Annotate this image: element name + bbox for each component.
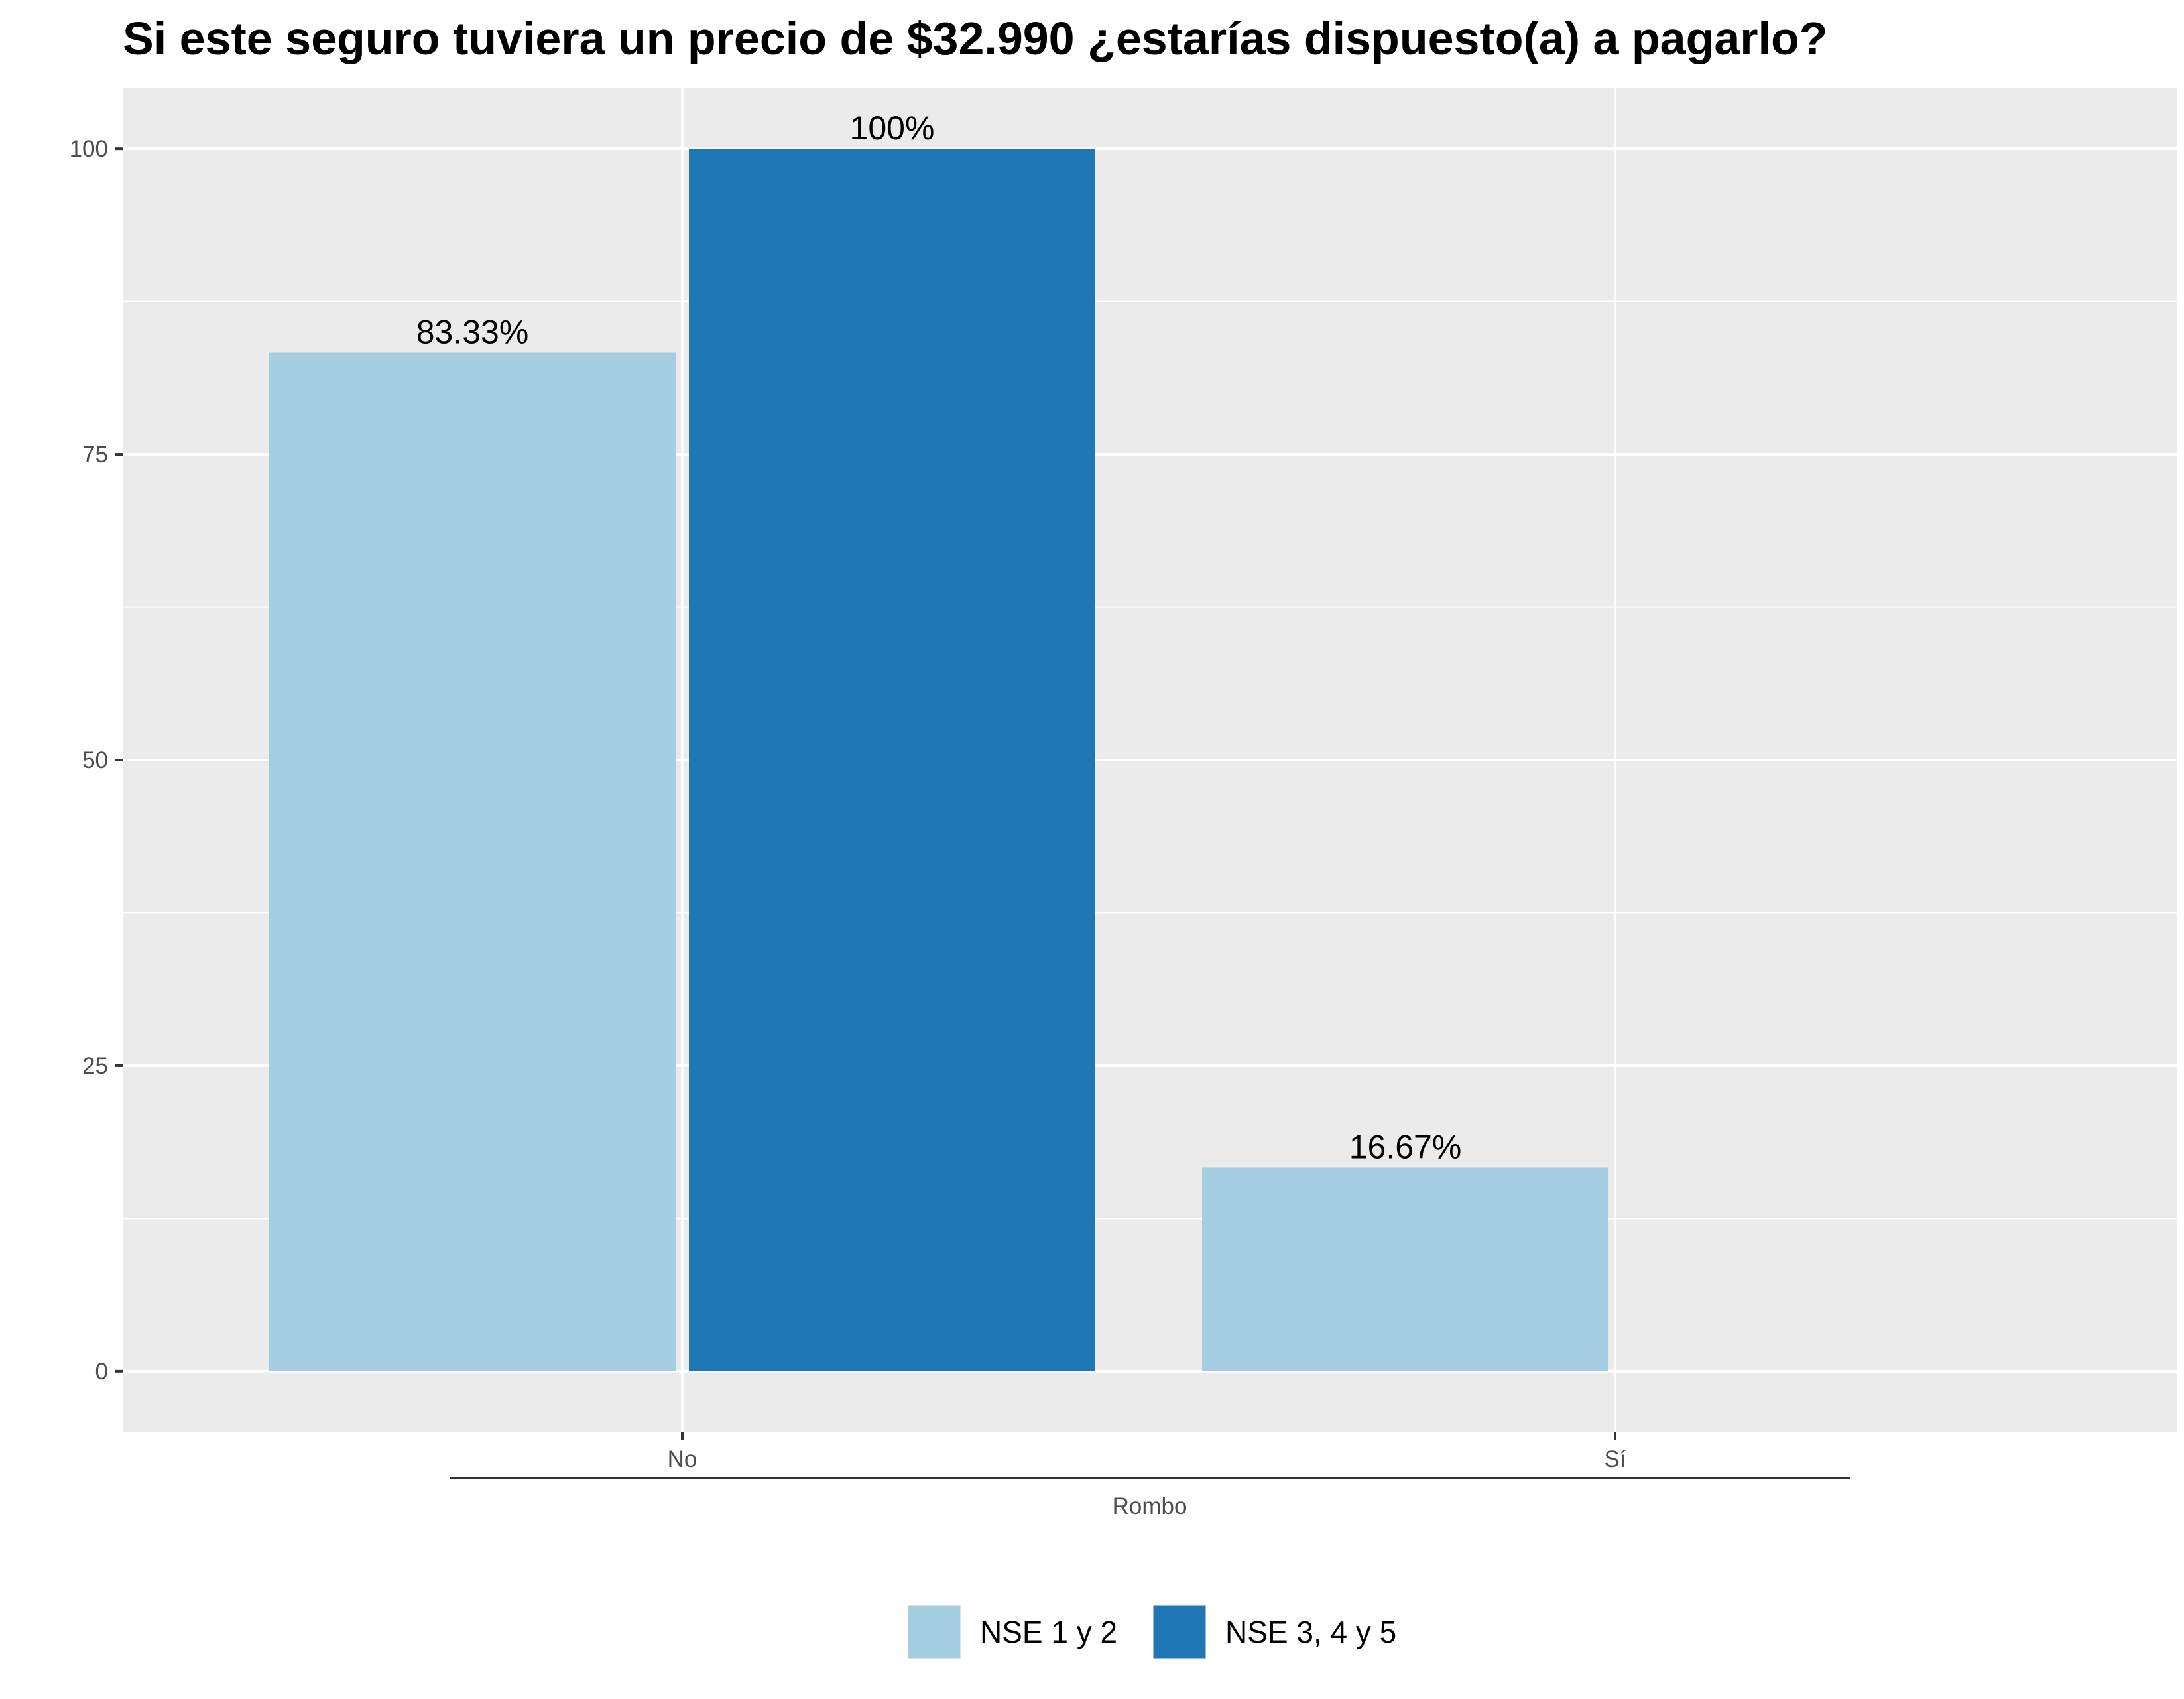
x-axis: No Sí [668,1432,1626,1472]
legend-key [906,1604,963,1661]
data-label: 100% [850,109,935,147]
data-label: 83.33% [416,314,529,351]
x-tick-label: Sí [1604,1446,1626,1472]
legend-key [1151,1604,1208,1661]
data-labels: 83.33% 16.67% 100% [416,109,1462,1165]
bar-no-series-2 [689,149,1095,1371]
y-axis: 0 25 50 75 100 [70,136,123,1385]
group-label: Rombo [1113,1493,1187,1519]
legend: NSE 1 y 2 NSE 3, 4 y 5 [906,1604,1396,1661]
y-tick-label: 75 [82,442,108,468]
x-tick-label: No [668,1446,698,1472]
bars [269,149,1608,1371]
legend-label: NSE 1 y 2 [980,1615,1117,1649]
legend-label: NSE 3, 4 y 5 [1225,1615,1396,1649]
y-tick-label: 25 [82,1053,108,1079]
data-label: 16.67% [1349,1128,1462,1165]
y-tick-label: 100 [70,136,108,162]
chart-title: Si este seguro tuviera un precio de $32.… [123,13,1827,64]
y-tick-label: 50 [82,747,108,773]
bar-si-series-1 [1202,1167,1608,1371]
y-tick-label: 0 [95,1359,108,1385]
bar-no-series-1 [269,352,676,1371]
